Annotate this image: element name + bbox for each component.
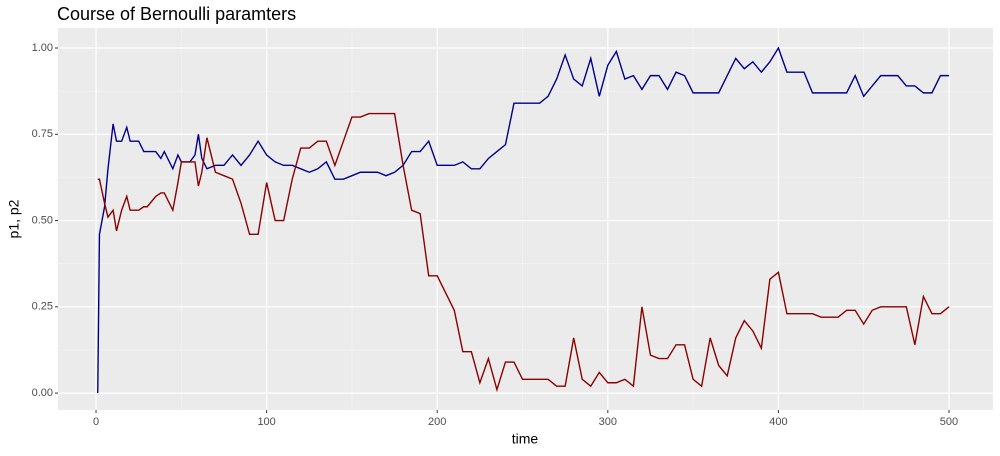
y-tick-label: 1.00 bbox=[32, 42, 53, 54]
x-tick-label: 100 bbox=[257, 416, 275, 428]
y-axis-title: p1, p2 bbox=[6, 199, 22, 238]
series-line bbox=[97, 46, 949, 394]
x-tick-label: 500 bbox=[940, 416, 958, 428]
x-tick-label: 0 bbox=[93, 416, 99, 428]
x-tick-label: 300 bbox=[599, 416, 617, 428]
y-tick-label: 0.00 bbox=[32, 387, 53, 399]
y-tick-label: 0.50 bbox=[32, 214, 53, 226]
chart-title: Course of Bernoulli paramters bbox=[57, 4, 296, 24]
x-tick-label: 200 bbox=[428, 416, 446, 428]
x-tick-label: 400 bbox=[769, 416, 787, 428]
y-tick-label: 0.25 bbox=[32, 301, 53, 313]
x-axis-title: time bbox=[512, 431, 539, 447]
y-tick-label: 0.75 bbox=[32, 128, 53, 140]
panel bbox=[58, 28, 993, 410]
series-line bbox=[97, 112, 950, 393]
